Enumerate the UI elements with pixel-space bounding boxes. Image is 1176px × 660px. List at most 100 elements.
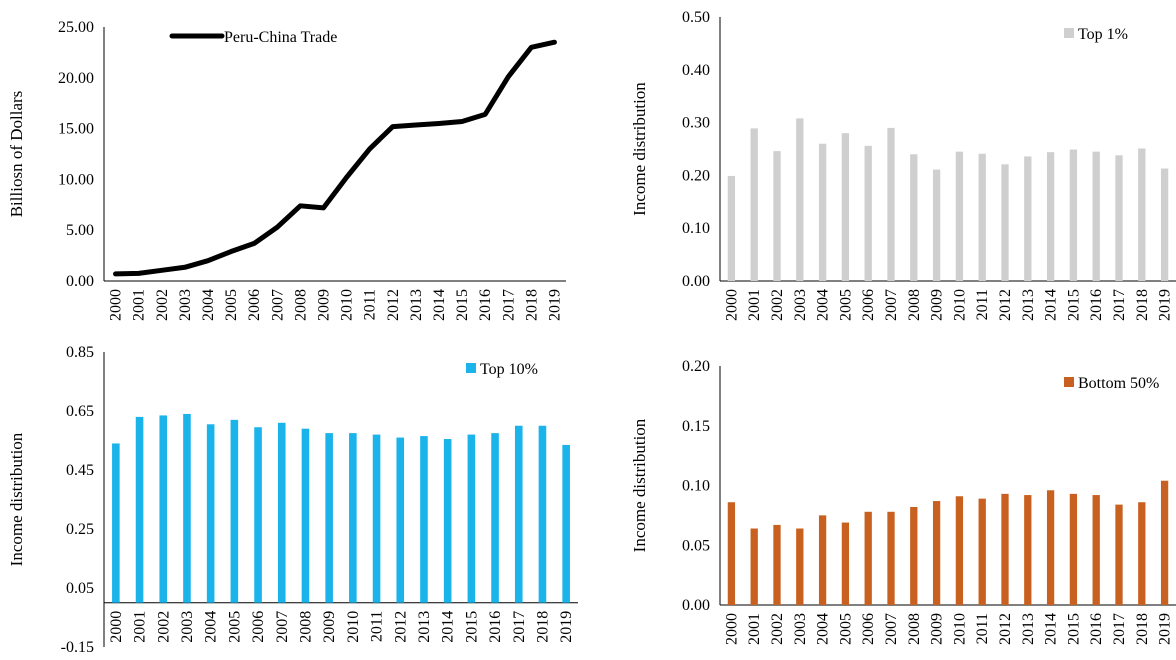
bar <box>978 498 986 605</box>
x-tick-label: 2015 <box>454 289 471 321</box>
x-tick-label: 2013 <box>1020 613 1037 645</box>
x-tick-label: 2019 <box>558 611 575 643</box>
x-tick-label: 2007 <box>883 289 900 321</box>
bar <box>1046 152 1055 281</box>
y-tick-label: 0.00 <box>682 273 710 290</box>
bar <box>818 143 827 281</box>
x-tick-label: 2016 <box>1088 613 1105 645</box>
bar <box>932 169 941 281</box>
y-tick-label: 0.00 <box>682 597 710 614</box>
bar <box>301 428 310 603</box>
x-tick-label: 2012 <box>385 289 402 321</box>
bar <box>796 528 804 605</box>
x-tick-label: 2003 <box>177 289 194 321</box>
top-1-percent-svg: 0.00 0.10 0.20 0.30 0.40 0.50 Income distribut… <box>630 9 1176 321</box>
y-tick-label: 20.00 <box>58 70 94 87</box>
bar <box>750 128 758 281</box>
bar <box>562 444 570 603</box>
peru-china-trade-svg: 0.00 5.00 10.00 15.00 20.00 25.00 Billiosn of … <box>7 19 566 321</box>
x-tick-label: 2004 <box>203 611 220 643</box>
x-tick-label: 2014 <box>1043 289 1060 321</box>
bar <box>750 528 758 605</box>
y-tick-label: 0.65 <box>66 403 94 420</box>
x-tick-label: 2010 <box>339 289 356 321</box>
y-tick-label: 0.40 <box>682 62 710 79</box>
bar <box>773 151 781 281</box>
bar <box>887 127 895 281</box>
top-10-percent-svg: -0.15 0.05 0.25 0.45 0.65 0.85 Income distribu… <box>7 344 578 656</box>
y-tick-label: 0.30 <box>682 115 710 132</box>
x-tick-label: 2011 <box>974 289 991 320</box>
y-tick-label: 0.20 <box>682 358 710 375</box>
x-tick-label: 2000 <box>723 613 740 645</box>
bar <box>514 425 523 603</box>
x-tick-label: 2015 <box>1065 289 1082 321</box>
x-tick-label: 2016 <box>487 611 504 643</box>
bar <box>1160 168 1169 281</box>
bar <box>864 511 872 605</box>
x-tick-label: 2002 <box>769 289 786 321</box>
bar <box>1160 480 1169 605</box>
bar <box>910 507 918 605</box>
x-tick-label: 2009 <box>315 289 332 321</box>
bar <box>112 443 120 603</box>
bar <box>349 433 357 603</box>
bar <box>818 515 827 605</box>
x-tick-label: 2007 <box>883 613 900 645</box>
bar <box>1115 504 1123 605</box>
bar <box>1138 502 1146 605</box>
x-tick-label: 2019 <box>1157 613 1174 645</box>
x-tick-label: 2010 <box>951 613 968 645</box>
x-tick-label: 2018 <box>534 611 551 643</box>
y-tick-label: 5.00 <box>66 222 94 239</box>
y-tick-label: 0.50 <box>682 9 710 26</box>
x-tick-label: 2012 <box>997 613 1014 645</box>
y-tick-label: 0.20 <box>682 167 710 184</box>
bar <box>467 434 476 603</box>
x-tick-label: 2005 <box>226 611 243 643</box>
y-tick-label: 15.00 <box>58 121 94 138</box>
x-tick-label: 2003 <box>792 613 809 645</box>
x-tick-label: 2000 <box>723 289 740 321</box>
y-tick-label: 0.00 <box>66 273 94 290</box>
x-tick-label: 2011 <box>974 613 991 644</box>
x-tick-label: 2005 <box>837 289 854 321</box>
x-tick-label: 2016 <box>1088 289 1105 321</box>
x-tick-label: 2004 <box>200 289 217 321</box>
bar <box>183 413 191 603</box>
bar <box>1115 155 1123 281</box>
legend-swatch <box>1064 28 1074 38</box>
bar <box>727 502 736 605</box>
x-tick-label: 2014 <box>1043 613 1060 645</box>
x-tick-label: 2004 <box>815 613 832 645</box>
bar <box>773 524 781 605</box>
bar <box>396 437 405 603</box>
x-tick-label: 2008 <box>292 289 309 321</box>
bar <box>932 501 941 605</box>
x-tick-label: 2001 <box>746 289 763 321</box>
x-tick-label: 2013 <box>1020 289 1037 321</box>
x-tick-label: 2013 <box>408 289 425 321</box>
x-tick-label: 2017 <box>1111 613 1128 645</box>
bar <box>1092 495 1100 605</box>
bar <box>443 439 452 603</box>
top-10-percent-chart: -0.15 0.05 0.25 0.45 0.65 0.85 Income distribu… <box>0 330 588 660</box>
bar <box>1001 164 1009 281</box>
x-tick-label: 2014 <box>440 611 457 643</box>
x-tick-label: 2005 <box>837 613 854 645</box>
y-tick-label: 0.85 <box>66 344 94 361</box>
y-tick-label: 0.25 <box>66 521 94 538</box>
x-tick-label: 2003 <box>179 611 196 643</box>
bar <box>841 522 850 605</box>
bar <box>1001 493 1009 605</box>
bar <box>864 145 872 281</box>
x-tick-label: 2010 <box>345 611 362 643</box>
x-tick-label: 2008 <box>906 289 923 321</box>
x-tick-label: 2006 <box>250 611 267 643</box>
x-tick-label: 2007 <box>269 289 286 321</box>
x-tick-label: 2005 <box>223 289 240 321</box>
x-tick-label: 2019 <box>1157 289 1174 321</box>
legend-label: Bottom 50% <box>1078 375 1159 392</box>
x-tick-label: 2003 <box>792 289 809 321</box>
bar <box>420 436 428 603</box>
